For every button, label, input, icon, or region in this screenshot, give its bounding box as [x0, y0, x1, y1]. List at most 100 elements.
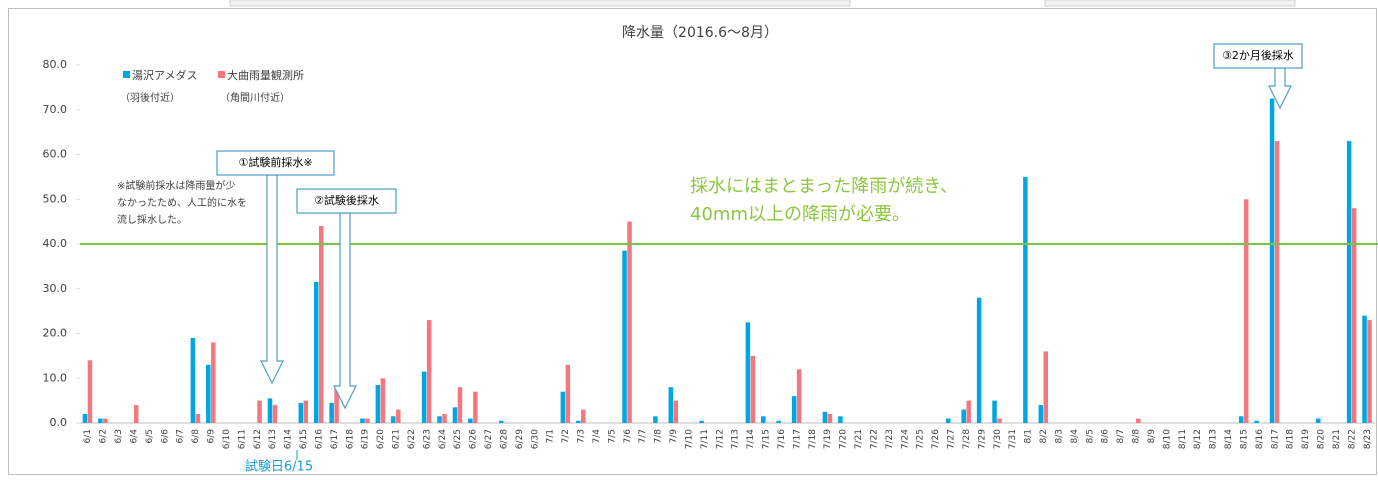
bar — [761, 416, 766, 423]
bar — [421, 371, 427, 423]
x-tick-label: 8/21 — [1332, 429, 1342, 449]
bar — [380, 378, 386, 423]
x-tick-label: 8/4 — [1070, 429, 1080, 444]
x-tick-label: 8/7 — [1116, 429, 1126, 443]
bar — [442, 414, 447, 423]
x-tick-label: 7/6 — [623, 429, 633, 444]
bar — [1269, 98, 1275, 423]
bar — [1136, 418, 1141, 423]
bar — [976, 297, 982, 423]
x-tick-label: 6/10 — [222, 429, 232, 449]
bar — [211, 342, 216, 423]
x-tick-label: 8/1 — [1024, 429, 1034, 443]
x-tick-label: 7/9 — [669, 429, 679, 444]
x-tick-label: 6/3 — [114, 429, 124, 443]
chart-frame — [8, 8, 1377, 475]
x-tick-label: 8/22 — [1347, 429, 1357, 449]
ui-strip — [1044, 0, 1296, 7]
bar — [272, 405, 278, 423]
callout-box — [1213, 43, 1303, 69]
x-tick-label: 6/14 — [284, 429, 294, 449]
bar — [375, 384, 381, 423]
y-tick-label: 30.0 — [43, 282, 68, 295]
x-tick-label: 7/24 — [900, 429, 910, 449]
chart-title: 降水量（2016.6〜8月） — [622, 25, 778, 41]
x-tick-label: 6/21 — [392, 429, 402, 449]
y-tick-label: 20.0 — [43, 327, 68, 340]
bar — [452, 407, 458, 423]
x-tick-label: 8/17 — [1270, 429, 1280, 449]
bar — [1346, 141, 1352, 423]
x-tick-label: 7/27 — [947, 429, 957, 449]
bar — [498, 420, 504, 423]
x-tick-label: 6/11 — [237, 429, 247, 449]
message-text: 採水にはまとまった降雨が続き、 — [690, 176, 958, 197]
bar — [1367, 320, 1372, 423]
bar — [791, 396, 797, 423]
ui-strip — [229, 0, 851, 7]
bar — [1043, 351, 1049, 423]
x-tick-label: 6/16 — [314, 429, 324, 449]
bar — [838, 416, 843, 423]
x-tick-label: 7/10 — [684, 429, 694, 449]
x-tick-label: 8/23 — [1363, 429, 1373, 449]
bar — [796, 369, 802, 423]
x-tick-label: 7/17 — [792, 429, 802, 449]
bar — [699, 420, 704, 423]
bar — [396, 409, 401, 423]
bar — [653, 416, 658, 423]
x-tick-label: 6/22 — [407, 429, 417, 449]
bar — [303, 400, 309, 423]
bar — [365, 418, 370, 423]
x-tick-label: 8/12 — [1193, 429, 1203, 449]
bar — [473, 391, 478, 423]
bar — [1254, 420, 1259, 423]
bar — [622, 250, 627, 423]
x-tick-label: 8/20 — [1317, 429, 1327, 449]
bar — [961, 409, 966, 423]
y-tick-label: 50.0 — [43, 192, 68, 205]
bar — [992, 400, 997, 423]
bar — [313, 282, 319, 423]
x-tick-label: 7/12 — [715, 429, 725, 449]
x-tick-label: 7/7 — [638, 429, 648, 443]
bar — [360, 418, 365, 423]
legend-swatch — [123, 71, 130, 78]
x-tick-label: 8/15 — [1239, 429, 1249, 449]
x-tick-label: 6/17 — [330, 429, 340, 449]
x-tick-label: 6/19 — [361, 429, 371, 449]
callout-box — [296, 188, 397, 214]
x-tick-label: 6/28 — [499, 429, 509, 449]
bar — [946, 418, 951, 423]
bar — [457, 387, 463, 423]
x-tick-label: 7/28 — [962, 429, 972, 449]
y-tick-label: 80.0 — [43, 58, 68, 71]
bar — [133, 405, 139, 423]
x-tick-label: 6/20 — [376, 429, 386, 449]
bar — [87, 360, 93, 423]
message-text: 40mm以上の降雨が必要。 — [690, 204, 910, 225]
bar — [426, 320, 432, 423]
bar — [627, 221, 632, 423]
callout-arrow — [333, 212, 357, 410]
bar — [468, 418, 473, 423]
x-tick-label: 7/14 — [746, 429, 756, 449]
legend-swatch — [218, 71, 225, 78]
x-tick-label: 8/3 — [1054, 429, 1064, 443]
bar — [98, 418, 103, 423]
y-tick-label: 70.0 — [43, 103, 68, 116]
x-tick-label: 8/8 — [1132, 429, 1142, 444]
bar — [391, 416, 396, 423]
x-tick-label: 7/26 — [931, 429, 941, 449]
x-tick-label: 7/18 — [808, 429, 818, 449]
bar — [318, 226, 324, 423]
note-text: なかったため、人工的に水を — [117, 196, 247, 209]
callout-box — [216, 150, 335, 176]
callout-label: ①試験前採水※ — [238, 155, 312, 169]
legend-sublabel: （羽後付近） — [120, 91, 180, 104]
x-tick-label: 7/5 — [607, 429, 617, 443]
x-tick-label: 6/5 — [145, 429, 155, 443]
bar — [1362, 315, 1367, 423]
x-tick-label: 6/15 — [299, 429, 309, 449]
